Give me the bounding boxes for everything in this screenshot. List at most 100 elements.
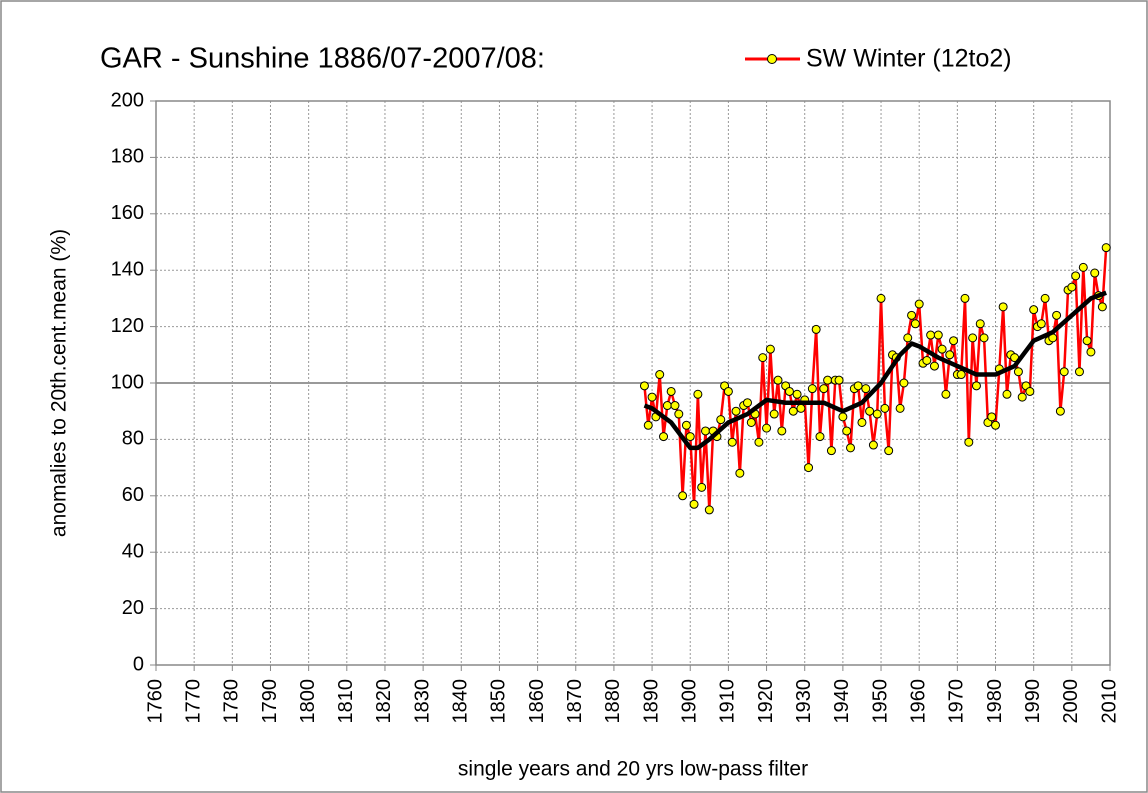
point [823, 375, 833, 385]
point [731, 406, 741, 416]
legend-label: SW Winter (12to2) [806, 45, 1012, 73]
point [979, 333, 989, 343]
point [922, 355, 932, 365]
point [689, 499, 699, 509]
point [1082, 336, 1092, 346]
point [842, 426, 852, 436]
y-tick-label: 60 [122, 484, 144, 506]
point [838, 412, 848, 422]
point [788, 406, 798, 416]
y-tick-label: 80 [122, 428, 144, 450]
point [662, 401, 672, 411]
point [659, 432, 669, 442]
point [1017, 392, 1027, 402]
x-tick-label: 1770 [182, 679, 204, 724]
point [903, 333, 913, 343]
x-tick-label: 1860 [526, 679, 548, 724]
point [991, 420, 1001, 430]
x-tick-label: 1960 [907, 679, 929, 724]
y-tick-label: 120 [111, 315, 144, 337]
point [1040, 293, 1050, 303]
point [765, 344, 775, 354]
point [643, 420, 653, 430]
x-tick-label: 1990 [1022, 679, 1044, 724]
point [1025, 386, 1035, 396]
point [941, 389, 951, 399]
y-axis-label: anomalies to 20th.cent.mean (%) [48, 229, 71, 537]
point [670, 401, 680, 411]
point [998, 302, 1008, 312]
y-tick-label: 20 [122, 597, 144, 619]
point [1097, 302, 1107, 312]
point [704, 505, 714, 515]
x-tick-label: 1900 [679, 679, 701, 724]
y-tick-label: 200 [111, 89, 144, 111]
point [968, 333, 978, 343]
point [716, 415, 726, 425]
point [895, 403, 905, 413]
point [804, 463, 814, 473]
point [926, 330, 936, 340]
point [1029, 305, 1039, 315]
point [693, 389, 703, 399]
point [853, 381, 863, 391]
point [762, 423, 772, 433]
point [1101, 243, 1111, 253]
point [746, 417, 756, 427]
point [929, 361, 939, 371]
y-tick-label: 140 [111, 258, 144, 280]
point [678, 491, 688, 501]
x-tick-label: 1800 [297, 679, 319, 724]
point [834, 375, 844, 385]
filter-line [643, 290, 1107, 451]
x-tick-label: 1940 [831, 679, 853, 724]
point [1002, 389, 1012, 399]
point [884, 446, 894, 456]
point [819, 384, 829, 394]
x-tick-label: 1970 [946, 679, 968, 724]
point [815, 432, 825, 442]
point [899, 378, 909, 388]
point [777, 426, 787, 436]
point [1055, 406, 1065, 416]
point [735, 468, 745, 478]
point [769, 409, 779, 419]
point [807, 384, 817, 394]
x-tick-label: 1870 [564, 679, 586, 724]
point [987, 412, 997, 422]
point [647, 392, 657, 402]
point [1071, 271, 1081, 281]
y-tick-label: 0 [133, 653, 144, 675]
point [910, 319, 920, 329]
point [975, 319, 985, 329]
x-tick-label: 1890 [640, 679, 662, 724]
x-tick-label: 1980 [984, 679, 1006, 724]
plot-area [155, 100, 1111, 666]
legend-marker [767, 54, 777, 64]
chart-title: GAR - Sunshine 1886/07-2007/08: [100, 43, 545, 75]
legend: SW Winter (12to2) [745, 45, 1012, 73]
point [861, 384, 871, 394]
y-tick-label: 40 [122, 540, 144, 562]
point [784, 386, 794, 396]
point [666, 386, 676, 396]
x-tick-label: 1880 [602, 679, 624, 724]
point [949, 336, 959, 346]
point [876, 293, 886, 303]
point [956, 370, 966, 380]
x-axis-label: single years and 20 yrs low-pass filter [458, 758, 808, 781]
point [971, 381, 981, 391]
x-tick-label: 2010 [1098, 679, 1120, 724]
point [811, 324, 821, 334]
point [933, 330, 943, 340]
x-tick-label: 2000 [1060, 679, 1082, 724]
x-tick-label: 1950 [869, 679, 891, 724]
point [727, 437, 737, 447]
point [865, 406, 875, 416]
point [701, 426, 711, 436]
point [796, 403, 806, 413]
x-tick-label: 1780 [221, 679, 243, 724]
point [1013, 367, 1023, 377]
point [868, 440, 878, 450]
point [639, 381, 649, 391]
